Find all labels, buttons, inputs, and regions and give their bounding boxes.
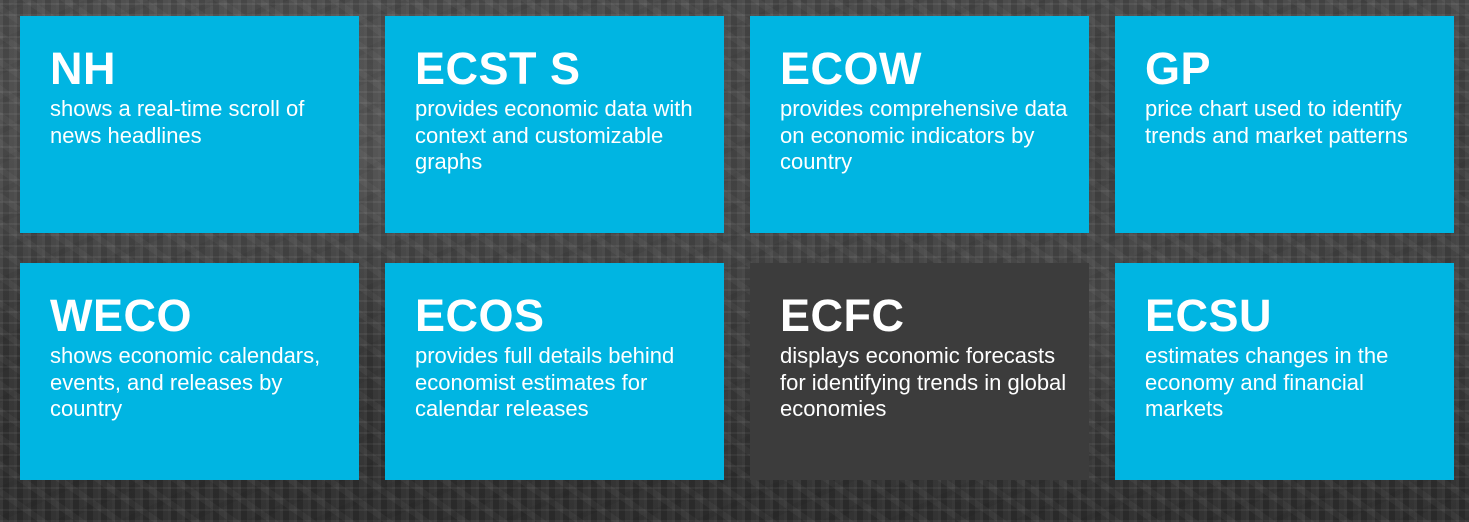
tile-code: ECFC xyxy=(780,290,905,341)
tile-code: WECO xyxy=(50,290,192,341)
tile-gp[interactable]: GP price chart used to identify trends a… xyxy=(1115,16,1454,233)
tile-nh[interactable]: NH shows a real-time scroll of news head… xyxy=(20,16,359,233)
tile-code: ECOW xyxy=(780,43,922,94)
tile-ecst-s[interactable]: ECST S provides economic data with conte… xyxy=(385,16,724,233)
tile-description: provides comprehensive data on economic … xyxy=(780,96,1068,174)
tile-ecow[interactable]: ECOW provides comprehensive data on econ… xyxy=(750,16,1089,233)
function-tile-grid: NH shows a real-time scroll of news head… xyxy=(20,16,1454,480)
tile-code: ECSU xyxy=(1145,290,1273,341)
tile-code: NH xyxy=(50,43,116,94)
tile-description: provides full details behind economist e… xyxy=(415,343,675,421)
tile-ecos[interactable]: ECOS provides full details behind econom… xyxy=(385,263,724,480)
tile-code: ECOS xyxy=(415,290,545,341)
tile-description: displays economic forecasts for identify… xyxy=(780,343,1067,421)
tile-ecsu[interactable]: ECSU estimates changes in the economy an… xyxy=(1115,263,1454,480)
tile-description: price chart used to identify trends and … xyxy=(1145,96,1408,148)
tile-ecfc[interactable]: ECFC displays economic forecasts for ide… xyxy=(750,263,1089,480)
tile-description: provides economic data with context and … xyxy=(415,96,693,174)
tile-description: shows a real-time scroll of news headlin… xyxy=(50,96,305,148)
tile-code: ECST S xyxy=(415,43,581,94)
tile-description: estimates changes in the economy and fin… xyxy=(1145,343,1389,421)
tile-description: shows economic calendars, events, and re… xyxy=(50,343,321,421)
tile-weco[interactable]: WECO shows economic calendars, events, a… xyxy=(20,263,359,480)
tile-code: GP xyxy=(1145,43,1212,94)
